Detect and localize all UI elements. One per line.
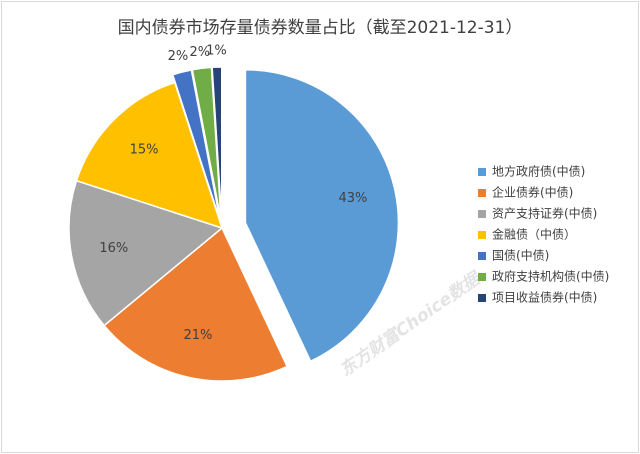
legend-swatch [478,168,486,176]
legend-label: 项目收益债券(中债) [492,290,597,305]
chart-title: 国内债券市场存量债券数量占比（截至2021-12-31） [118,18,523,38]
legend-swatch [478,231,486,239]
data-label: 2% [190,45,211,60]
data-label: 15% [130,143,159,158]
legend-swatch [478,252,486,260]
legend-label: 企业债券(中债) [492,185,573,200]
pie-slice [171,69,221,221]
pie-slice [68,179,224,327]
legend-swatch [478,273,486,281]
legend-swatch [478,210,486,218]
pie-slice [75,81,224,230]
legend-label: 金融债（中债） [492,227,576,242]
pie-slice [244,69,400,363]
legend-label: 地方政府债(中债) [492,164,585,179]
data-label: 1% [206,44,227,59]
pie-slice [103,226,289,382]
legend-label: 国债(中债) [492,248,549,263]
legend-label: 资产支持证券(中债) [492,206,597,221]
legend-label: 政府支持机构债(中债) [492,269,609,284]
pie-slice [191,66,222,221]
data-label: 43% [338,191,367,206]
data-label: 16% [99,241,128,256]
pie-slice [211,66,223,221]
data-label: 2% [168,49,189,64]
data-label: 21% [184,328,213,343]
legend-swatch [478,294,486,302]
legend-swatch [478,189,486,197]
